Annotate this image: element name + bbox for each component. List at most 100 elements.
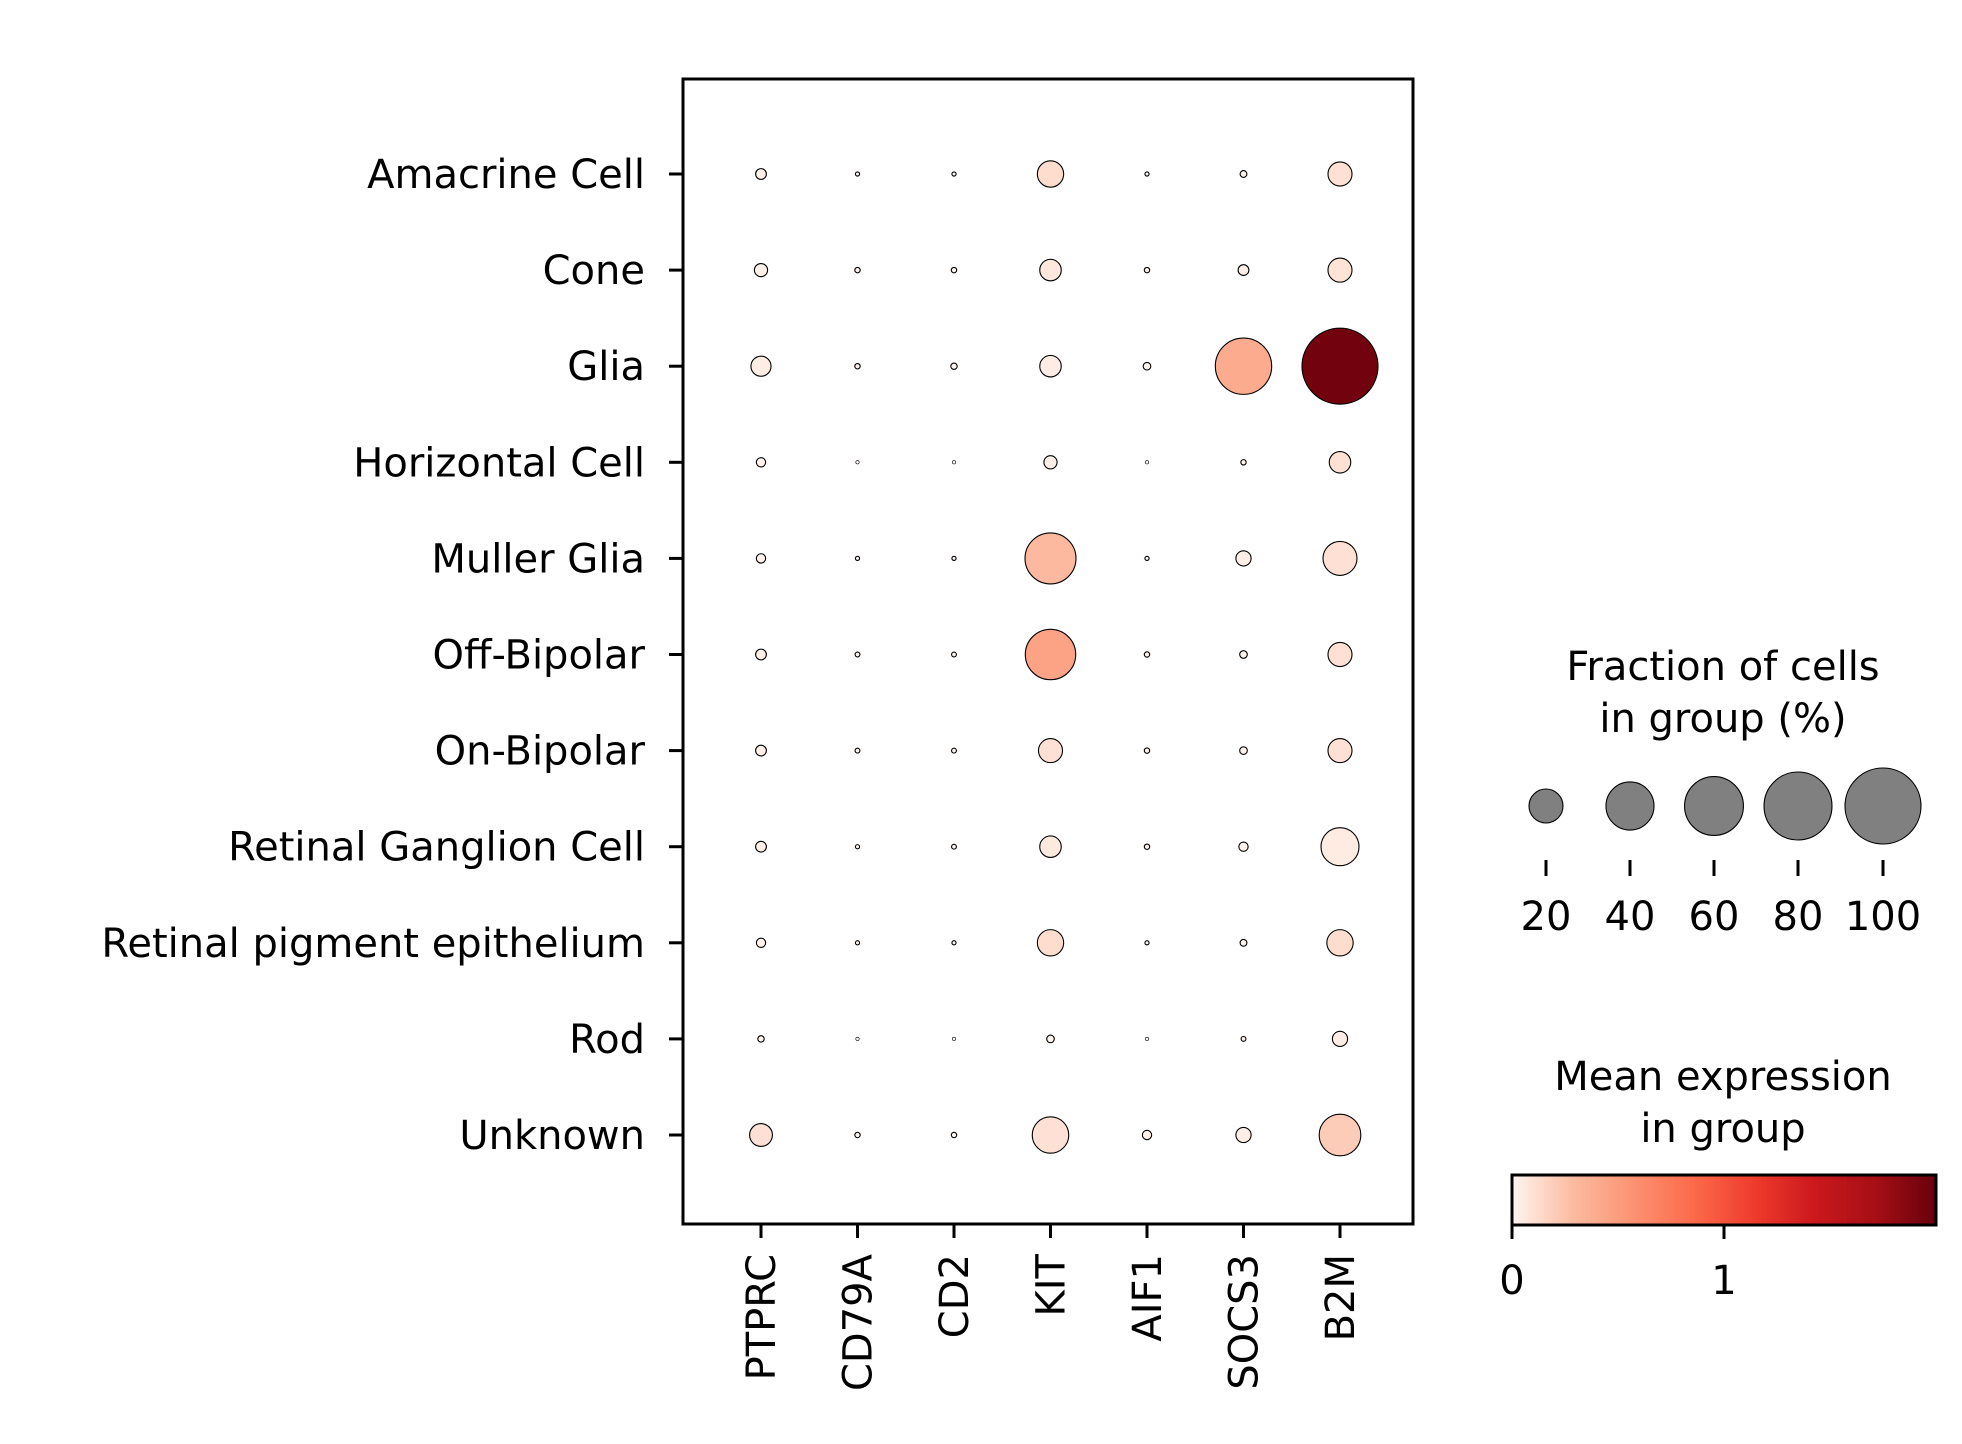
dot-cone-cd2 xyxy=(950,266,958,274)
size-legend-dot-20 xyxy=(1528,788,1564,824)
dot-retinal-ganglion-cell-kit xyxy=(1039,835,1062,858)
size-legend: Fraction of cells in group (%) 20 40 60 80 1… xyxy=(1521,644,1922,940)
dot-cone-aif1 xyxy=(1143,266,1151,274)
dot-retinal-ganglion-cell-cd2 xyxy=(951,843,957,850)
dot-retinal-ganglion-cell-cd79a xyxy=(854,844,861,850)
dot-retinal-pigment-epithelium-ptprc xyxy=(755,937,767,949)
dot-on-bipolar-aif1 xyxy=(1143,747,1151,754)
dot-horizontal-cell-kit xyxy=(1043,455,1058,470)
dot-rod-cd2 xyxy=(952,1036,956,1041)
dot-horizontal-cell-b2m xyxy=(1328,451,1352,474)
dot-amacrine-cell-b2m xyxy=(1327,161,1353,187)
plot-frame xyxy=(681,77,1415,1226)
size-legend-title-line2: in group (%) xyxy=(1599,696,1846,742)
dot-rod-socs3 xyxy=(1240,1035,1247,1042)
color-legend-title-line1: Mean expression xyxy=(1554,1054,1891,1100)
main-plot: Amacrine Cell Cone Glia Horizontal Cell Mull… xyxy=(101,77,1415,1391)
color-legend-title-line2: in group xyxy=(1640,1106,1805,1152)
dot-retinal-pigment-epithelium-aif1 xyxy=(1144,940,1150,946)
dot-retinal-ganglion-cell-b2m xyxy=(1320,827,1360,867)
dot-glia-ptprc xyxy=(750,355,772,377)
colorbar xyxy=(1510,1173,1938,1227)
dot-amacrine-cell-cd2 xyxy=(951,171,957,177)
dot-glia-aif1 xyxy=(1142,361,1152,371)
dot-on-bipolar-kit xyxy=(1037,738,1064,764)
size-legend-dots: 20 40 60 80 100 xyxy=(1521,767,1922,940)
dot-cone-socs3 xyxy=(1237,264,1250,277)
ytick-label-unknown: Unknown xyxy=(459,1113,645,1159)
dot-off-bipolar-ptprc xyxy=(755,648,767,661)
size-legend-label-20: 20 xyxy=(1521,894,1572,940)
dot-amacrine-cell-aif1 xyxy=(1144,171,1150,177)
dot-cone-kit xyxy=(1039,258,1062,282)
ytick-label-retinal-pigment-epithelium: Retinal pigment epithelium xyxy=(101,921,645,967)
size-legend-dot-100 xyxy=(1844,767,1922,845)
xtick-label-cd2: CD2 xyxy=(932,1254,978,1338)
dot-retinal-ganglion-cell-socs3 xyxy=(1238,841,1249,852)
ytick-label-retinal-ganglion-cell: Retinal Ganglion Cell xyxy=(228,825,645,871)
size-legend-dot-80 xyxy=(1763,771,1833,841)
dot-muller-glia-ptprc xyxy=(755,553,767,564)
dot-glia-kit xyxy=(1039,354,1062,378)
dot-retinal-pigment-epithelium-b2m xyxy=(1326,929,1354,957)
dot-rod-ptprc xyxy=(757,1035,765,1043)
dot-retinal-pigment-epithelium-cd79a xyxy=(854,940,861,946)
dot-retinal-ganglion-cell-ptprc xyxy=(755,840,767,853)
dot-muller-glia-kit xyxy=(1024,532,1077,585)
dot-cone-b2m xyxy=(1327,257,1353,283)
ytick-label-amacrine-cell: Amacrine Cell xyxy=(367,152,645,198)
xtick-label-aif1: AIF1 xyxy=(1125,1254,1171,1342)
dot-unknown-socs3 xyxy=(1235,1126,1252,1144)
dot-on-bipolar-b2m xyxy=(1327,738,1353,764)
dot-muller-glia-aif1 xyxy=(1144,555,1150,562)
dot-amacrine-cell-cd79a xyxy=(854,171,861,177)
dot-off-bipolar-cd79a xyxy=(854,651,861,658)
xtick-label-kit: KIT xyxy=(1029,1253,1075,1316)
dot-muller-glia-cd79a xyxy=(854,555,861,562)
dot-retinal-ganglion-cell-aif1 xyxy=(1143,843,1151,850)
xtick-label-ptprc: PTPRC xyxy=(739,1254,785,1380)
ytick-label-muller-glia: Muller Glia xyxy=(431,536,645,582)
dot-off-bipolar-cd2 xyxy=(951,651,957,658)
dot-on-bipolar-cd2 xyxy=(951,747,957,754)
dot-unknown-cd79a xyxy=(854,1131,861,1139)
dot-glia-socs3 xyxy=(1214,337,1273,395)
dot-on-bipolar-ptprc xyxy=(755,744,767,757)
expression-dots xyxy=(749,160,1379,1157)
dot-retinal-pigment-epithelium-kit xyxy=(1036,929,1065,957)
dot-rod-kit xyxy=(1046,1034,1055,1044)
dot-amacrine-cell-socs3 xyxy=(1239,170,1248,178)
xtick-label-cd79a: CD79A xyxy=(836,1253,882,1391)
xtick-label-socs3: SOCS3 xyxy=(1222,1254,1268,1390)
dot-off-bipolar-aif1 xyxy=(1143,651,1151,658)
dot-on-bipolar-socs3 xyxy=(1239,746,1248,755)
size-legend-label-80: 80 xyxy=(1773,894,1824,940)
dot-horizontal-cell-cd2 xyxy=(952,460,956,465)
size-legend-label-40: 40 xyxy=(1605,894,1656,940)
dot-unknown-kit xyxy=(1031,1116,1070,1154)
dot-retinal-pigment-epithelium-cd2 xyxy=(951,940,957,946)
dot-muller-glia-cd2 xyxy=(951,555,957,562)
dot-muller-glia-b2m xyxy=(1322,540,1358,576)
dot-amacrine-cell-ptprc xyxy=(755,168,767,180)
dot-amacrine-cell-kit xyxy=(1036,160,1065,188)
x-axis-ticks: PTPRC CD79A CD2 KIT AIF1 SOCS3 B2M xyxy=(739,1224,1364,1391)
y-axis-ticks: Amacrine Cell Cone Glia Horizontal Cell Mull… xyxy=(101,152,683,1159)
dot-cone-cd79a xyxy=(854,266,861,274)
dot-rod-cd79a xyxy=(855,1036,860,1041)
colorbar-label-1: 1 xyxy=(1711,1258,1736,1304)
dot-off-bipolar-socs3 xyxy=(1239,650,1248,659)
ytick-label-on-bipolar: On-Bipolar xyxy=(435,729,646,775)
size-legend-label-60: 60 xyxy=(1689,894,1740,940)
size-legend-label-100: 100 xyxy=(1845,894,1921,940)
dot-unknown-cd2 xyxy=(950,1131,958,1139)
dot-rod-aif1 xyxy=(1145,1036,1149,1041)
dot-unknown-b2m xyxy=(1318,1113,1362,1157)
ytick-label-rod: Rod xyxy=(569,1017,645,1063)
ytick-label-glia: Glia xyxy=(567,344,645,390)
dot-rod-b2m xyxy=(1331,1030,1349,1048)
dot-glia-cd79a xyxy=(854,362,861,370)
